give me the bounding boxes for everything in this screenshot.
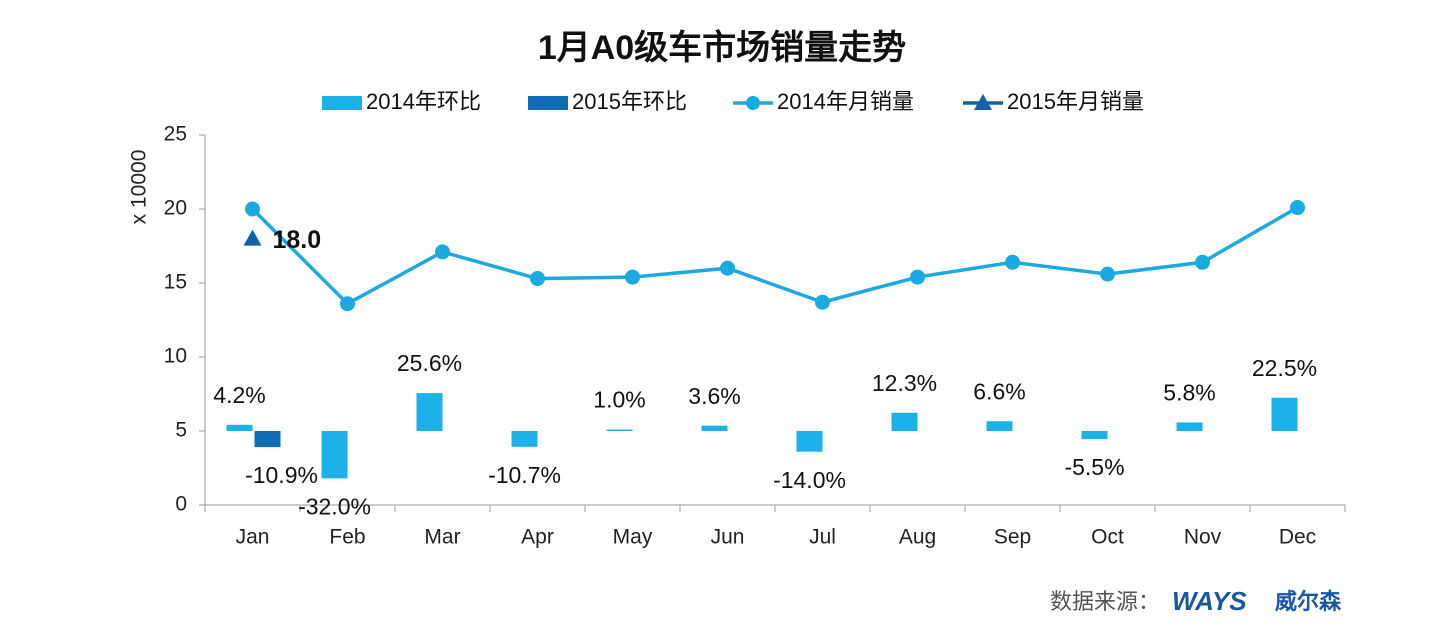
marker <box>815 294 830 310</box>
data-label: 1.0% <box>593 387 645 413</box>
bar <box>986 421 1013 431</box>
data-label: 25.6% <box>397 350 462 376</box>
data-label: -32.0% <box>298 493 371 519</box>
x-tick-label: Jun <box>711 526 745 549</box>
y-tick-label: 15 <box>164 271 187 294</box>
bar <box>1081 431 1108 440</box>
legend-label: 2014年环比 <box>366 89 481 114</box>
legend-label: 2015年月销量 <box>1007 89 1144 114</box>
bar <box>1271 397 1298 431</box>
marker <box>530 271 545 287</box>
marker <box>910 269 925 285</box>
line <box>251 206 1299 306</box>
marker <box>720 260 735 276</box>
x-tick-label: Sep <box>994 526 1031 549</box>
legend-marker <box>974 94 992 110</box>
x-tick-label: Jul <box>809 526 836 549</box>
x-tick-label: Oct <box>1091 526 1124 549</box>
source-label: 数据来源： <box>1050 589 1160 614</box>
data-label: 22.5% <box>1252 355 1317 381</box>
chart-title: 1月A0级车市场销量走势 <box>538 28 906 67</box>
legend-swatch <box>528 96 568 110</box>
marker <box>245 201 260 217</box>
data-label: 18.0 <box>273 226 322 254</box>
legend-marker <box>746 96 760 110</box>
source-logo: WAYS <box>1172 586 1247 616</box>
bar <box>1176 422 1203 431</box>
data-label: 5.8% <box>1163 379 1215 405</box>
x-tick-label: Feb <box>329 526 365 549</box>
y-tick-label: 20 <box>164 197 187 220</box>
bar <box>606 429 633 431</box>
x-tick-label: Aug <box>899 526 936 549</box>
y-tick-label: 5 <box>175 419 187 442</box>
y-tick-label: 0 <box>175 493 187 516</box>
bar <box>891 412 918 431</box>
bar <box>701 425 728 431</box>
bar <box>796 431 823 452</box>
x-tick-label: Mar <box>424 526 460 549</box>
data-label: -10.9% <box>245 462 318 488</box>
marker <box>1100 266 1115 282</box>
x-tick-label: Dec <box>1279 526 1316 549</box>
marker <box>625 269 640 285</box>
data-label: 3.6% <box>688 383 740 409</box>
y-tick-label: 25 <box>164 123 187 146</box>
legend-label: 2015年环比 <box>572 89 687 114</box>
bar <box>511 431 538 447</box>
marker <box>243 229 262 246</box>
data-label: 12.3% <box>872 370 937 396</box>
marker <box>340 296 355 312</box>
marker <box>1290 200 1305 216</box>
y-tick-label: 10 <box>164 345 187 368</box>
legend-label: 2014年月销量 <box>777 89 914 114</box>
source-name: 威尔森 <box>1275 589 1342 614</box>
marker <box>1005 254 1020 270</box>
data-label: 6.6% <box>973 378 1025 404</box>
bar <box>416 393 443 431</box>
legend-swatch <box>322 96 362 110</box>
data-label: -14.0% <box>773 467 846 493</box>
marker <box>1195 254 1210 270</box>
data-label: 4.2% <box>213 382 265 408</box>
bar <box>321 431 348 479</box>
data-label: -10.7% <box>488 462 561 488</box>
bar <box>226 424 253 431</box>
x-tick-label: Nov <box>1184 526 1222 549</box>
x-tick-label: Jan <box>236 526 270 549</box>
data-label: -5.5% <box>1064 454 1124 480</box>
x-tick-label: Apr <box>521 526 554 549</box>
bar <box>254 431 281 448</box>
marker <box>435 244 450 260</box>
y-axis-label: x 10000 <box>128 150 151 225</box>
x-tick-label: May <box>613 526 653 549</box>
